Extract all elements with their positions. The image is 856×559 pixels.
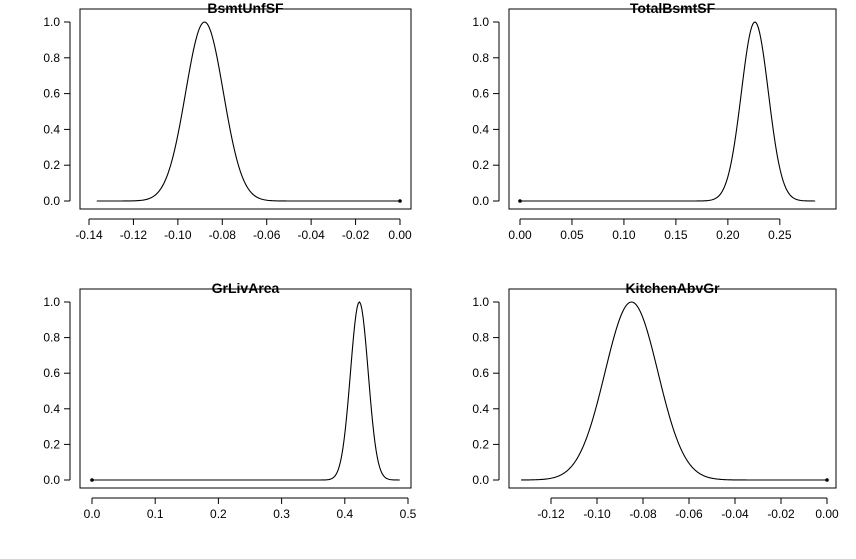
y-tick-label: 0.4 <box>472 122 489 136</box>
x-tick-label: -0.04 <box>721 507 749 521</box>
panel-3: GrLivArea 0.0 0.1 0.2 0.3 0.4 0.5 0.0 0.2 0.4 0.6 0… <box>43 280 416 521</box>
chart-title: GrLivArea <box>212 280 280 296</box>
series-line <box>520 21 816 202</box>
x-tick-label: -0.12 <box>120 228 148 242</box>
chart-title: KitchenAbvGr <box>625 280 720 296</box>
y-tick-label: 0.4 <box>43 122 60 136</box>
y-tick-label: 0.0 <box>472 473 489 487</box>
data-point <box>398 199 402 203</box>
y-tick-label: 0.0 <box>43 473 60 487</box>
y-tick-label: 0.4 <box>472 402 489 416</box>
data-point <box>518 199 522 203</box>
x-tick-label: -0.08 <box>209 228 237 242</box>
x-tick-label: 0.5 <box>400 507 417 521</box>
y-tick-label: 0.0 <box>472 194 489 208</box>
chart-title: TotalBsmtSF <box>630 0 716 16</box>
x-tick-label: 0.10 <box>612 228 636 242</box>
y-tick-label: 0.6 <box>43 366 60 380</box>
y-tick-label: 0.2 <box>472 158 489 172</box>
plot-frame <box>79 8 412 210</box>
y-tick-label: 0.8 <box>472 51 489 65</box>
x-tick-label: 0.00 <box>388 228 412 242</box>
y-tick-label: 1.0 <box>43 15 60 29</box>
y-tick-label: 1.0 <box>472 295 489 309</box>
x-tick-label: -0.04 <box>297 228 325 242</box>
x-tick-label: 0.25 <box>768 228 792 242</box>
plot-frame <box>508 8 837 210</box>
x-tick-label: 0.05 <box>560 228 584 242</box>
x-tick-label: -0.02 <box>767 507 795 521</box>
y-tick-label: 0.2 <box>43 437 60 451</box>
plot-frame <box>79 288 412 489</box>
x-tick-label: 0.15 <box>664 228 688 242</box>
x-tick-label: 0.2 <box>210 507 227 521</box>
y-tick-label: 0.2 <box>43 158 60 172</box>
chart-title: BsmtUnfSF <box>207 0 284 16</box>
x-tick-label: 0.4 <box>336 507 353 521</box>
series-line <box>96 21 400 202</box>
x-tick-label: -0.06 <box>253 228 281 242</box>
y-tick-label: 0.4 <box>43 402 60 416</box>
y-tick-label: 0.6 <box>472 87 489 101</box>
y-tick-label: 0.6 <box>472 366 489 380</box>
y-tick-label: 0.8 <box>43 331 60 345</box>
x-tick-label: -0.06 <box>675 507 703 521</box>
y-tick-label: 0.2 <box>472 437 489 451</box>
y-tick-label: 0.8 <box>43 51 60 65</box>
x-tick-label: -0.12 <box>537 507 565 521</box>
panel-2: TotalBsmtSF 0.00 0.05 0.10 0.15 0.20 0.25 0.0 0.… <box>472 0 837 242</box>
panel-1: BsmtUnfSF -0.14 -0.12 -0.10 -0.08 -0.06 -0.04 -… <box>43 0 412 242</box>
x-tick-label: -0.10 <box>164 228 192 242</box>
x-tick-label: -0.02 <box>342 228 370 242</box>
x-tick-label: 0.3 <box>273 507 290 521</box>
y-tick-label: 1.0 <box>472 15 489 29</box>
y-tick-label: 1.0 <box>43 295 60 309</box>
y-tick-label: 0.0 <box>43 194 60 208</box>
x-tick-label: 0.00 <box>815 507 839 521</box>
data-point <box>90 478 94 482</box>
x-tick-label: -0.10 <box>583 507 611 521</box>
x-tick-label: 0.20 <box>716 228 740 242</box>
plot-frame <box>508 288 837 489</box>
y-tick-label: 0.6 <box>43 87 60 101</box>
x-tick-label: 0.1 <box>147 507 164 521</box>
x-tick-label: 0.0 <box>84 507 101 521</box>
x-tick-label: -0.08 <box>629 507 657 521</box>
series-line <box>92 301 400 481</box>
data-point <box>825 478 829 482</box>
x-tick-label: -0.14 <box>75 228 103 242</box>
panel-4: KitchenAbvGr -0.12 -0.10 -0.08 -0.06 -0.04 -0.… <box>472 280 839 521</box>
x-tick-label: 0.00 <box>508 228 532 242</box>
y-tick-label: 0.8 <box>472 331 489 345</box>
series-line <box>521 301 827 481</box>
